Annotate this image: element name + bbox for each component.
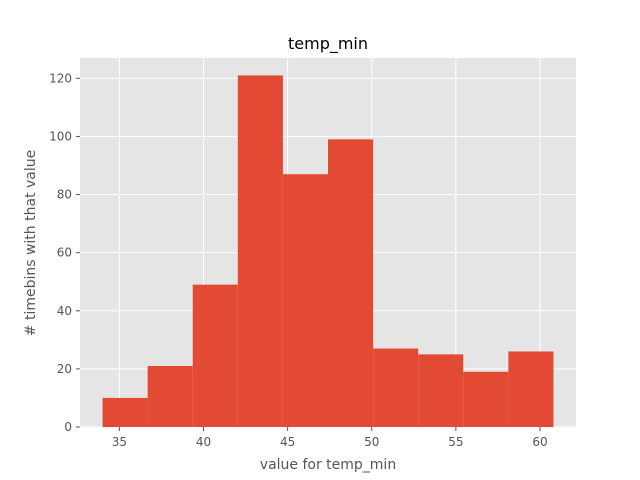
y-tick-label: 60 xyxy=(57,246,72,260)
x-axis-ticks: 35 40 45 50 55 60 xyxy=(112,427,548,449)
histogram-bar xyxy=(237,75,283,427)
histogram-bar xyxy=(508,351,554,427)
histogram-bar xyxy=(373,348,419,427)
y-tick-label: 40 xyxy=(57,304,72,318)
histogram-bar xyxy=(282,174,328,427)
histogram-bar xyxy=(102,397,148,427)
chart-title: temp_min xyxy=(288,34,368,54)
histogram-bars xyxy=(102,75,554,428)
x-tick-label: 40 xyxy=(196,435,211,449)
x-tick-label: 50 xyxy=(364,435,379,449)
x-tick-label: 35 xyxy=(112,435,127,449)
y-tick-label: 0 xyxy=(64,420,72,434)
y-axis-ticks: 0 20 40 60 80 100 120 xyxy=(49,71,80,434)
x-tick-label: 55 xyxy=(448,435,463,449)
y-tick-label: 120 xyxy=(49,71,72,85)
x-tick-label: 45 xyxy=(280,435,295,449)
y-tick-label: 20 xyxy=(57,362,72,376)
y-axis-label: # timebins with that value xyxy=(23,150,39,336)
x-axis-label: value for temp_min xyxy=(260,457,396,473)
histogram-bar xyxy=(192,284,238,427)
histogram-bar xyxy=(463,371,509,427)
histogram-bar xyxy=(418,354,464,427)
histogram-bar xyxy=(328,139,374,428)
x-tick-label: 60 xyxy=(532,435,547,449)
y-tick-label: 80 xyxy=(57,188,72,202)
y-tick-label: 100 xyxy=(49,129,72,143)
histogram-bar xyxy=(147,365,193,427)
